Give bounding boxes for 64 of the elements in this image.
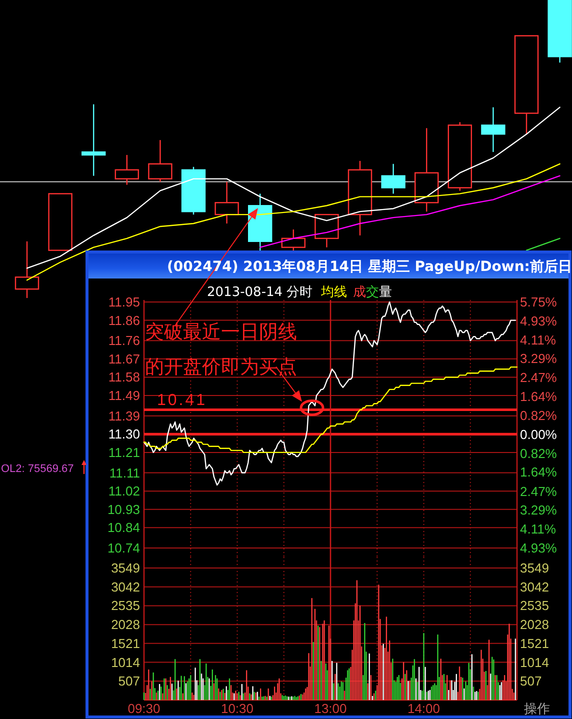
candlestick (148, 139, 172, 182)
y-tick-label: 10.74 (107, 540, 140, 556)
y2-tick-label: 2.47% (520, 370, 558, 386)
y2-tick-label: 2.47% (520, 484, 558, 499)
y2-tick-label: 4.11% (520, 522, 556, 537)
y2-tick-label: 0.82% (520, 446, 558, 461)
x-tick-label: 14:00 (407, 701, 440, 716)
y-tick-label: 3042 (111, 579, 140, 594)
candlestick (14, 240, 40, 299)
annotation: 突破最近一日阴线的开盘价即为买点 (145, 320, 297, 378)
y-tick-label: 1014 (111, 654, 140, 670)
y2-tick-label: 1014 (520, 654, 549, 670)
y-tick-label: 11.86 (108, 312, 140, 328)
line-series (143, 301, 516, 486)
x-tick-label: 10:30 (220, 701, 254, 716)
x-tick-label: 09:30 (128, 701, 160, 716)
y-tick-label: 11.21 (108, 444, 140, 460)
y2-tick-label: 2535 (520, 598, 549, 614)
y-tick-label: 11.49 (108, 388, 140, 404)
y2-tick-label: 4.93% (520, 313, 558, 328)
candlestick (82, 104, 106, 176)
annotation: 10.41 (157, 392, 208, 409)
y2-tick-label: 4.11% (520, 332, 556, 348)
y-tick-label: 10.84 (107, 520, 140, 536)
candlestick (314, 214, 339, 248)
y2-tick-label: 0.82% (520, 408, 558, 424)
text: 量 (379, 285, 392, 300)
y-tick-label: 11.67 (108, 351, 140, 366)
y-tick-label: 11.02 (108, 484, 140, 499)
y2-tick-label: 3042 (520, 579, 549, 594)
candlestick (481, 106, 506, 153)
candlestick (114, 154, 139, 186)
y-tick-label: 11.95 (108, 294, 140, 310)
y2-tick-label: 5.75% (520, 294, 558, 310)
y2-tick-label: 507 (520, 674, 542, 689)
y2-tick-label: 1521 (520, 636, 549, 651)
y-tick-label: 11.30 (108, 426, 140, 442)
y2-tick-label: 4.93% (520, 540, 558, 556)
y-tick-label: 11.58 (108, 370, 140, 385)
candlestick (381, 163, 406, 194)
text: OL2: 75569.67 (1, 463, 74, 475)
y-tick-label: 2535 (111, 598, 140, 614)
y-tick-label: 10.93 (107, 502, 140, 517)
y-tick-label: 3549 (111, 560, 140, 576)
y2-tick-label: 0.00% (520, 426, 558, 442)
text: 成 (353, 285, 366, 300)
text: 交 (366, 284, 380, 300)
y-tick-label: 11.39 (108, 408, 140, 424)
text: 均线 (320, 285, 348, 300)
y2-tick-label: 2028 (520, 617, 549, 632)
y-tick-label: 11.11 (109, 465, 140, 480)
y2-tick-label: 1.64% (520, 389, 558, 404)
y-tick-label: 11.76 (108, 333, 140, 348)
text: 操作 (524, 702, 550, 717)
y-tick-label: 1521 (111, 636, 140, 651)
y-tick-label: 2028 (111, 617, 140, 632)
candlestick (214, 181, 239, 224)
y-tick-label: 507 (118, 674, 140, 689)
y2-tick-label: 1.64% (520, 464, 558, 480)
y2-tick-label: 3549 (520, 560, 549, 576)
y2-tick-label: 3.29% (520, 351, 558, 366)
chart-subtitle: 2013-08-14 分时 (207, 285, 313, 300)
y2-tick-label: 3.29% (520, 502, 558, 518)
x-tick-label: 13:00 (314, 701, 347, 716)
